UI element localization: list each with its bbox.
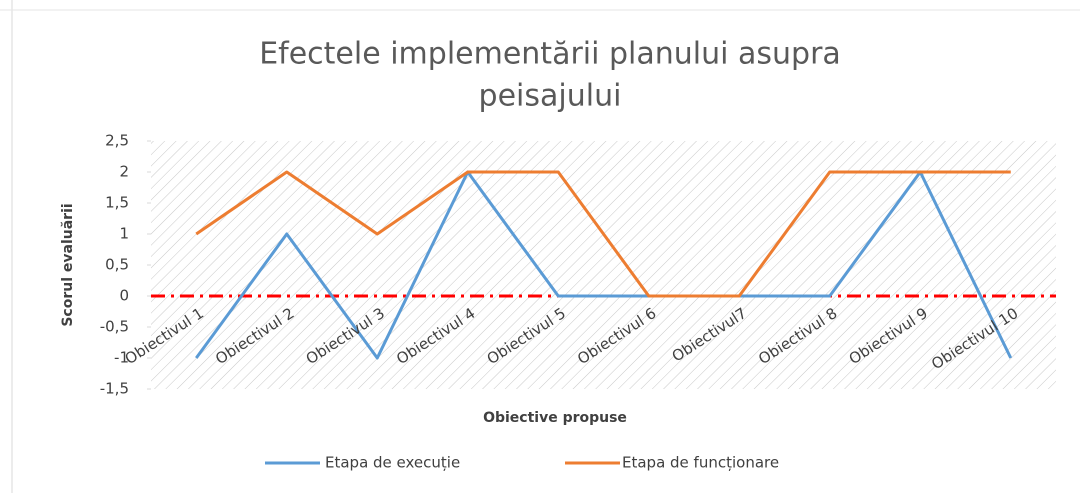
chart-title: Efectele implementării planului asupra (259, 37, 841, 72)
y-tick-label: 1 (119, 225, 129, 243)
legend-label: Etapa de execuție (325, 454, 460, 472)
x-axis-label: Obiective propuse (483, 410, 627, 426)
y-tick-label: -0,5 (100, 318, 129, 336)
y-tick-label: -1,5 (100, 380, 129, 398)
chart-title: peisajului (479, 79, 622, 114)
y-axis-label: Scorul evaluării (60, 203, 76, 326)
legend-label: Etapa de funcționare (622, 454, 779, 472)
y-tick-label: -1 (114, 349, 129, 367)
y-tick-label: 0,5 (105, 256, 129, 274)
y-tick-label: 2 (119, 163, 129, 181)
series-line (195, 170, 1013, 360)
series-line (195, 170, 1011, 298)
y-tick-label: 2,5 (105, 132, 129, 150)
y-tick-label: 0 (119, 287, 129, 305)
y-tick-label: 1,5 (105, 194, 129, 212)
